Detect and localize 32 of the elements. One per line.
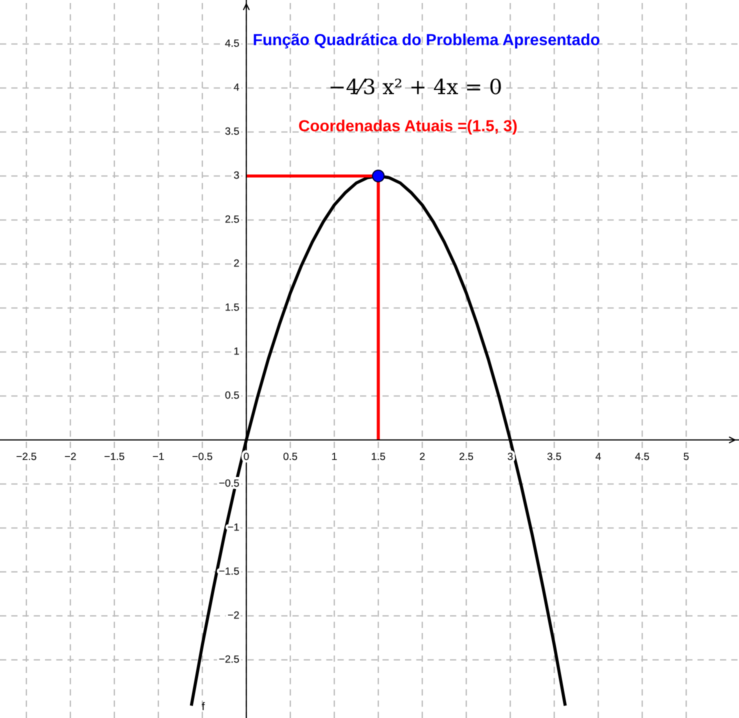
y-tick-label: 1.5: [226, 303, 239, 311]
x-tick-label: −2: [64, 452, 76, 460]
text: −4⁄3 x² + 4x = 0: [330, 78, 501, 94]
annotation: f: [202, 702, 205, 710]
y-tick-label: 4.5: [225, 40, 239, 47]
annotation: Coordenadas Atuais =(1.5, 3): [299, 120, 517, 135]
y-tick-label: −2: [228, 611, 239, 619]
x-tick-label: 1.5: [372, 452, 386, 460]
x-tick-label: 4: [596, 452, 601, 460]
y-tick-label: 3.5: [225, 127, 239, 135]
x-tick-label: 2: [420, 452, 425, 460]
x-tick-label: −0.5: [192, 452, 212, 460]
y-tick-label: 4: [234, 84, 240, 91]
x-tick-label: 1: [332, 452, 337, 460]
y-tick-label: 3: [234, 171, 239, 179]
y-tick-label: −1: [228, 523, 239, 531]
x-tick-label: −1: [152, 452, 164, 460]
x-tick-label: −2.5: [16, 452, 36, 460]
y-tick-label: −2.5: [219, 655, 239, 663]
x-tick-label: 3.5: [547, 452, 562, 460]
y-tick-label: 2: [234, 259, 239, 267]
x-tick-label: 0.5: [283, 452, 298, 460]
y-tick-label: 1: [234, 347, 239, 355]
y-tick-label: −1.5: [219, 567, 239, 575]
text: Função Quadrática do Problema Apresentado: [254, 33, 600, 48]
x-tick-label: 5: [684, 452, 689, 460]
y-tick-label: 2.5: [225, 215, 239, 223]
x-tick-label: 3: [508, 452, 513, 460]
x-tick-label: 4.5: [635, 452, 650, 460]
x-tick-label: −1.5: [104, 452, 124, 460]
x-tick-label: 2.5: [460, 452, 474, 460]
y-tick-label: 0.5: [225, 391, 239, 399]
